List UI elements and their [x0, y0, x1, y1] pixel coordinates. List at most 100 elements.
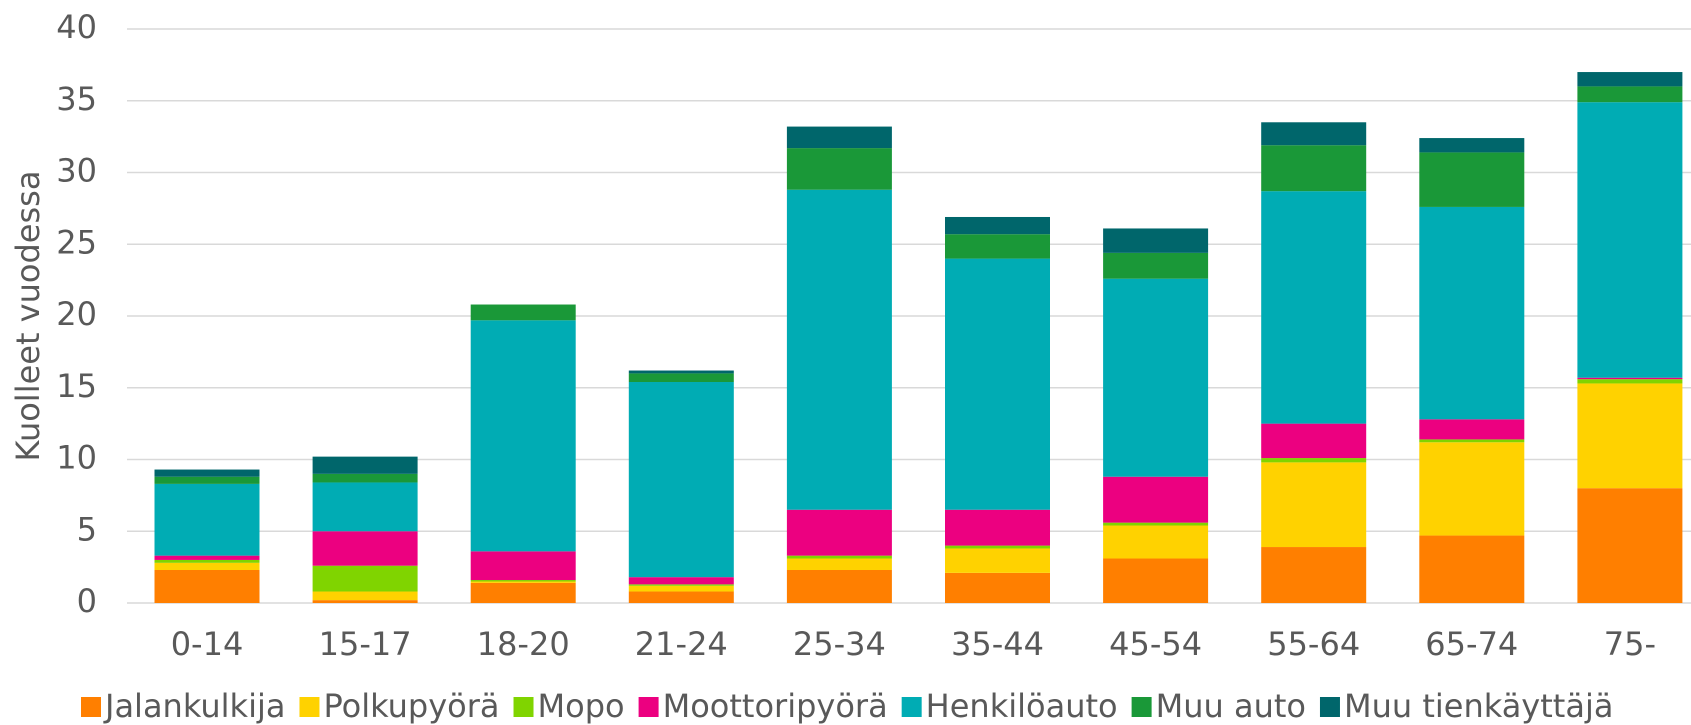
bar-segment — [470, 581, 576, 583]
bar-segment — [945, 216, 1050, 235]
bar-segment — [945, 545, 1050, 549]
bar-segment — [154, 476, 260, 484]
bar-segment — [945, 572, 1050, 603]
bar-segment — [1419, 419, 1525, 440]
y-tick-label: 35 — [56, 80, 97, 118]
bar-segment — [786, 555, 892, 559]
bar-segment — [470, 551, 576, 581]
legend-label: Muu auto — [1156, 687, 1306, 725]
bar-segment — [1103, 525, 1209, 559]
bar-segment — [945, 234, 1050, 259]
bar-segment — [154, 469, 260, 477]
legend-swatch — [638, 697, 659, 717]
bar-segment — [312, 565, 418, 592]
legend-swatch — [1131, 697, 1152, 717]
legend-label: Henkilöauto — [926, 687, 1118, 725]
x-tick-label: 55-64 — [1267, 625, 1360, 663]
y-tick-label: 25 — [56, 223, 97, 261]
bar-segment — [312, 482, 418, 532]
x-tick-label: 65-74 — [1425, 625, 1518, 663]
bar-segment — [1261, 462, 1367, 548]
bar-segment — [1261, 547, 1367, 603]
bar-segment — [628, 585, 734, 592]
bar-segment — [1261, 122, 1367, 146]
legend-swatch — [1319, 697, 1340, 717]
bar-segment — [1103, 278, 1209, 477]
bar-segment — [1261, 191, 1367, 424]
x-tick-label: 45-54 — [1109, 625, 1202, 663]
bar-segment — [786, 509, 892, 556]
bar-segment — [786, 126, 892, 149]
bar-segment — [1103, 476, 1209, 523]
bar-segment — [628, 373, 734, 383]
bar-segment — [786, 569, 892, 603]
y-tick-label: 0 — [77, 582, 97, 620]
x-tick-label: 18-20 — [477, 625, 570, 663]
bar-segment — [1261, 423, 1367, 459]
bar-segment — [786, 189, 892, 510]
legend-swatch — [901, 697, 922, 717]
bar-segment — [1419, 439, 1525, 443]
legend-label: Mopo — [538, 687, 625, 725]
y-tick-label: 10 — [56, 439, 97, 477]
bar-segment — [154, 569, 260, 603]
y-tick-label: 15 — [56, 367, 97, 405]
bar-segment — [470, 304, 576, 321]
bar-segment — [1577, 383, 1683, 489]
bar-segment — [628, 370, 734, 374]
y-tick-label: 40 — [56, 8, 97, 46]
bar-segment — [628, 584, 734, 586]
legend-label: Moottoripyörä — [663, 687, 888, 725]
bar-segment — [1419, 442, 1525, 536]
y-axis-label: Kuolleet vuodessa — [9, 171, 47, 462]
bar-segment — [1577, 102, 1683, 378]
legend-swatch — [81, 697, 101, 717]
bar-segment — [1577, 488, 1683, 603]
bar-segment — [312, 473, 418, 483]
bar-segment — [945, 548, 1050, 573]
bar-segment — [1419, 152, 1525, 207]
x-tick-label: 35-44 — [951, 625, 1044, 663]
bar-segment — [786, 558, 892, 570]
bar-segment — [1103, 522, 1209, 526]
legend-swatch — [299, 697, 320, 717]
bar-segment — [1261, 458, 1367, 463]
legend-swatch — [513, 697, 534, 717]
bar-segment — [1419, 535, 1525, 603]
x-tick-label: 0-14 — [171, 625, 244, 663]
bar-segment — [312, 600, 418, 603]
bar-segment — [1261, 145, 1367, 192]
bar-segment — [1577, 377, 1683, 380]
x-tick-label: 15-17 — [319, 625, 412, 663]
bar-segment — [628, 382, 734, 578]
y-tick-label: 20 — [56, 295, 97, 333]
x-tick-label: 75- — [1604, 625, 1656, 663]
bar-segment — [154, 562, 260, 570]
bar-segment — [1419, 138, 1525, 153]
bar-segment — [154, 483, 260, 556]
bar-segment — [786, 148, 892, 190]
bar-segment — [1577, 72, 1683, 87]
bar-segment — [628, 577, 734, 585]
bar-segment — [470, 580, 576, 582]
legend-label: Jalankulkija — [103, 687, 285, 725]
x-tick-label: 21-24 — [635, 625, 728, 663]
bar-segment — [312, 531, 418, 566]
bar-segment — [1103, 252, 1209, 279]
bar-segment — [1103, 558, 1209, 603]
x-tick-label: 25-34 — [793, 625, 886, 663]
bar-segment — [945, 258, 1050, 510]
bar-segment — [470, 320, 576, 552]
bar-segment — [470, 582, 576, 603]
bar-segment — [1103, 228, 1209, 253]
bar-segment — [154, 559, 260, 563]
bar-segment — [1419, 206, 1525, 420]
legend-label: Polkupyörä — [323, 687, 499, 725]
bar-segment — [154, 555, 260, 560]
bar-segment — [1577, 379, 1683, 384]
bar-segment — [312, 591, 418, 601]
y-tick-label: 5 — [77, 510, 97, 548]
bar-segment — [312, 456, 418, 474]
bar-segment — [628, 591, 734, 603]
